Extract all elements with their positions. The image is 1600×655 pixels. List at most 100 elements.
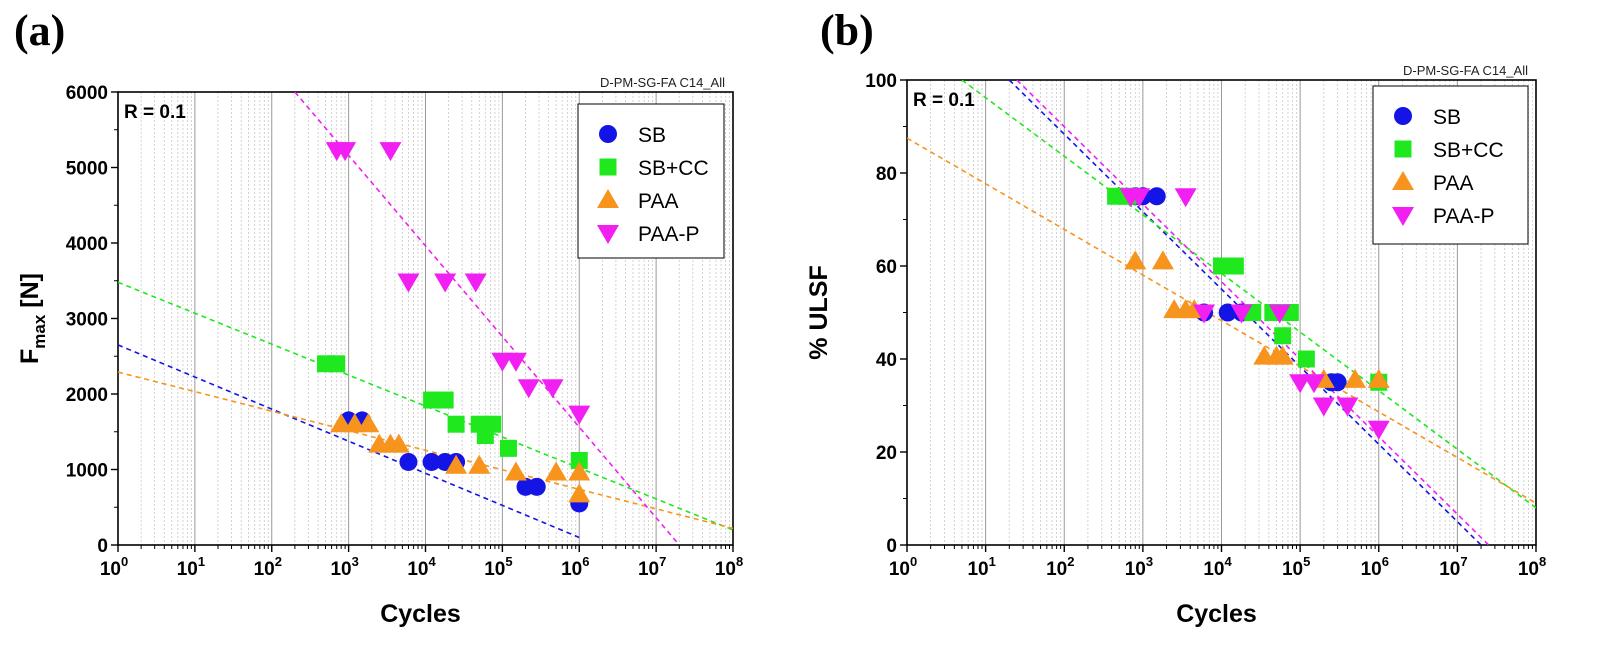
r-ratio-label: R = 0.1 [124, 102, 186, 123]
x-tick-label: 103 [1125, 554, 1153, 580]
x-tick-base: 10 [1439, 559, 1460, 580]
legend-marker-sb [1394, 107, 1412, 125]
data-point-paa-p [1289, 374, 1312, 394]
data-point-sb-cc [570, 451, 588, 469]
panel-label: (a) [14, 6, 65, 55]
fit-line-sb-cc [118, 281, 733, 531]
legend-label-sb-cc: SB+CC [638, 157, 709, 180]
legend-label-paa-p: PAA-P [638, 223, 699, 246]
data-point-sb [422, 452, 441, 471]
data-point-paa-p [1268, 304, 1291, 324]
data-point-sb-cc [328, 355, 346, 373]
data-point-paa [504, 461, 527, 481]
x-tick-exponent: 4 [1224, 554, 1232, 569]
fit-line-paa [118, 371, 733, 530]
dataset-code-label: D-PM-SG-FA C14_All [1403, 63, 1528, 78]
legend-marker-paa [1392, 171, 1414, 190]
fit-line-paa-p [294, 92, 680, 545]
data-point-paa-p [334, 142, 357, 162]
legend-marker-sb [599, 125, 617, 143]
data-point-paa-p [504, 352, 527, 372]
x-axis-title: Cycles [380, 600, 461, 628]
x-tick-exponent: 0 [910, 554, 917, 569]
x-tick-exponent: 7 [659, 554, 666, 569]
x-tick-base: 10 [1125, 559, 1146, 580]
data-point-paa [1344, 368, 1367, 388]
data-point-paa-p [1312, 397, 1335, 417]
data-point-sb-cc [1226, 257, 1244, 275]
x-tick-base: 10 [967, 559, 988, 580]
x-tick-exponent: 5 [1303, 554, 1310, 569]
legend-marker-paa [597, 189, 619, 208]
x-tick-label: 102 [254, 554, 282, 580]
y-tick-label: 2000 [66, 385, 108, 406]
y-tick-label: 100 [865, 71, 897, 92]
x-tick-label: 104 [407, 554, 436, 580]
data-point-paa-p [1367, 420, 1390, 440]
data-point-sb-cc [436, 391, 454, 409]
data-point-paa-p [1193, 304, 1216, 324]
fit-line-paa-p [1016, 80, 1490, 545]
y-axis-title-subscript: max [30, 314, 49, 349]
data-point-paa [387, 433, 410, 453]
x-tick-base: 10 [177, 559, 198, 580]
data-point-paa-p [1336, 397, 1359, 417]
x-tick-label: 100 [889, 554, 917, 580]
y-tick-label: 0 [886, 536, 897, 557]
dataset-code-label: D-PM-SG-FA C14_All [600, 75, 725, 90]
y-tick-label: 80 [876, 164, 897, 185]
legend-label-paa: PAA [1433, 172, 1473, 195]
data-point-paa [1271, 345, 1294, 365]
x-tick-label: 105 [1282, 554, 1310, 580]
x-tick-base: 10 [715, 559, 736, 580]
data-point-sb-cc [447, 415, 465, 433]
y-tick-label: 3000 [66, 310, 108, 331]
data-point-paa-p [541, 379, 564, 399]
x-tick-label: 108 [1518, 554, 1546, 580]
y-tick-label: 6000 [66, 83, 108, 104]
x-tick-label: 106 [561, 554, 589, 580]
legend-marker-paa-p [1392, 207, 1414, 226]
legend-label-paa: PAA [638, 190, 678, 213]
x-tick-base: 10 [1282, 559, 1303, 580]
data-point-paa [545, 461, 568, 481]
y-axis-title-unit: [N] [16, 273, 44, 315]
data-point-paa-p [1230, 304, 1253, 324]
x-tick-base: 10 [100, 559, 121, 580]
x-tick-exponent: 2 [275, 554, 282, 569]
y-tick-label: 0 [97, 536, 108, 557]
data-point-paa [568, 483, 591, 503]
x-tick-base: 10 [407, 559, 428, 580]
data-point-sb [527, 477, 546, 496]
data-point-sb-cc [1297, 350, 1315, 368]
legend-marker-sb-cc [1394, 140, 1412, 158]
y-axis-title-main: F [16, 349, 44, 364]
data-point-sb-cc [1274, 327, 1292, 345]
data-point-paa-p [1302, 374, 1325, 394]
x-tick-exponent: 6 [582, 554, 589, 569]
x-tick-base: 10 [330, 559, 351, 580]
x-tick-exponent: 4 [428, 554, 436, 569]
data-point-sb [1147, 187, 1166, 206]
data-point-sb-cc [1213, 257, 1230, 275]
x-tick-label: 100 [100, 554, 128, 580]
x-tick-exponent: 1 [989, 554, 996, 569]
x-tick-base: 10 [254, 559, 275, 580]
legend-label-sb: SB [638, 124, 666, 147]
data-point-paa [357, 413, 380, 433]
x-tick-exponent: 1 [198, 554, 205, 569]
x-tick-label: 108 [715, 554, 743, 580]
data-point-sb-cc [423, 391, 441, 409]
data-point-paa-p [434, 273, 457, 293]
data-point-paa-p [464, 273, 487, 293]
legend-label-sb: SB [1433, 106, 1461, 129]
y-axis-title: % ULSF [805, 265, 833, 359]
legend-label-paa-p: PAA-P [1433, 205, 1494, 228]
data-point-paa [445, 454, 468, 474]
x-tick-base: 10 [484, 559, 505, 580]
x-tick-exponent: 3 [1146, 554, 1153, 569]
data-point-paa-p [397, 273, 420, 293]
